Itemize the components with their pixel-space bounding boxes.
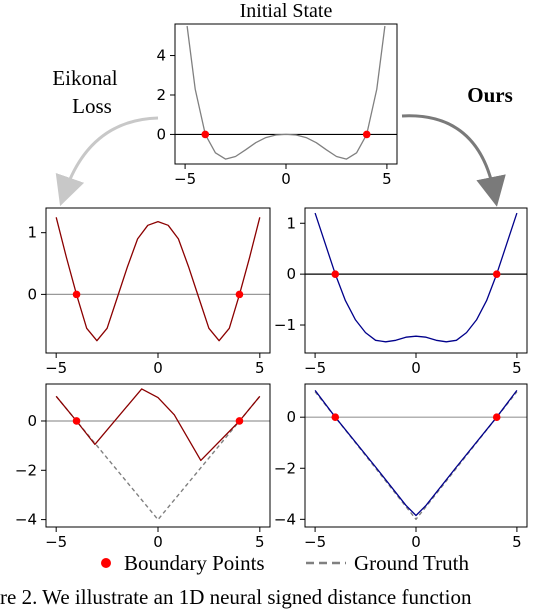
plot-frame xyxy=(45,207,271,354)
y-tick-label: 0 xyxy=(286,265,296,283)
boundary-point xyxy=(235,417,244,425)
boundary-point xyxy=(331,270,340,278)
x-tick-label: 0 xyxy=(411,359,421,377)
legend-boundary-marker xyxy=(101,558,111,568)
eikonal-label-line2: Loss xyxy=(72,94,112,118)
x-tick-label: 0 xyxy=(153,359,163,377)
ours-arrow xyxy=(401,114,506,207)
x-tick-label: 5 xyxy=(512,533,522,551)
y-tick-label: 1 xyxy=(27,224,37,242)
x-tick-label: 5 xyxy=(512,359,522,377)
y-tick-label: −4 xyxy=(274,510,296,528)
y-tick-label: 0 xyxy=(286,408,296,426)
legend-boundary-label: Boundary Points xyxy=(124,551,265,575)
plot-frame xyxy=(304,383,528,528)
legend-ground-truth-label: Ground Truth xyxy=(354,551,469,575)
y-tick-label: −1 xyxy=(274,316,296,334)
boundary-point xyxy=(492,270,501,278)
boundary-point xyxy=(235,290,244,299)
boundary-point xyxy=(72,417,81,425)
y-tick-label: −2 xyxy=(274,459,296,477)
y-tick-label: 2 xyxy=(156,86,166,104)
ours-udf-plot: −5 0 5 −4 −2 0 xyxy=(274,383,528,551)
sdf-curve xyxy=(314,212,518,343)
sdf-curve xyxy=(314,390,518,517)
y-tick-label: 4 xyxy=(156,47,166,65)
plot-frame xyxy=(174,23,398,165)
ground-truth-line xyxy=(55,395,261,521)
y-tick-label: −2 xyxy=(15,461,37,479)
x-tick-label: 5 xyxy=(255,533,265,551)
y-tick-label: 0 xyxy=(27,285,37,303)
boundary-point xyxy=(72,290,81,299)
eikonal-arrow xyxy=(55,116,159,207)
boundary-point xyxy=(331,413,340,421)
eikonal-udf-plot: −5 0 5 −4 −2 0 xyxy=(15,383,271,551)
x-tick-label: 0 xyxy=(281,170,291,188)
x-tick-label: −5 xyxy=(304,533,326,551)
boundary-point xyxy=(201,130,210,139)
ours-label: Ours xyxy=(467,83,513,107)
boundary-point xyxy=(362,130,371,139)
x-tick-label: −5 xyxy=(304,359,326,377)
x-tick-label: −5 xyxy=(174,170,196,188)
ours-sdf-plot: −5 0 5 −1 0 1 xyxy=(274,207,528,377)
x-tick-label: 5 xyxy=(382,170,392,188)
sdf-curve xyxy=(55,388,261,462)
sdf-curve xyxy=(186,25,386,160)
y-tick-label: 0 xyxy=(27,412,37,430)
initial-state-title: Initial State xyxy=(240,0,333,22)
plot-frame xyxy=(45,383,271,528)
x-tick-label: −5 xyxy=(45,533,67,551)
boundary-point xyxy=(492,413,501,421)
sdf-curve xyxy=(55,217,261,342)
eikonal-label-line1: Eikonal xyxy=(52,66,117,90)
x-tick-label: 5 xyxy=(255,359,265,377)
figure-caption: re 2. We illustrate an 1D neural signed … xyxy=(0,585,472,609)
x-tick-label: 0 xyxy=(411,533,421,551)
x-tick-label: 0 xyxy=(153,533,163,551)
x-tick-label: −5 xyxy=(45,359,67,377)
y-tick-label: 0 xyxy=(156,125,166,143)
ground-truth-line xyxy=(314,391,518,520)
eikonal-sdf-plot: −5 0 5 0 1 xyxy=(27,207,271,377)
initial-state-plot: −5 0 5 0 2 4 xyxy=(156,23,398,188)
y-tick-label: −4 xyxy=(15,511,37,529)
y-tick-label: 1 xyxy=(286,214,296,232)
